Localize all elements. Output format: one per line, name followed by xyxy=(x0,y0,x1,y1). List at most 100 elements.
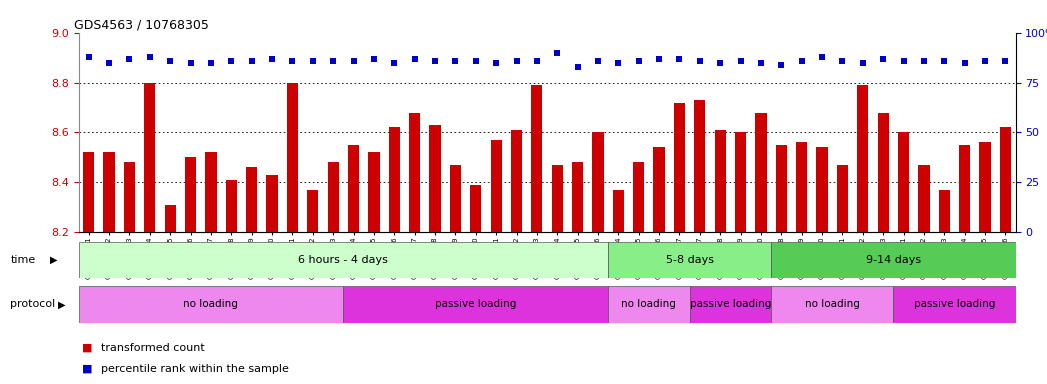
Point xyxy=(305,58,321,64)
Bar xyxy=(694,100,706,232)
Point xyxy=(834,58,851,64)
Text: transformed count: transformed count xyxy=(101,343,204,353)
Text: ■: ■ xyxy=(82,343,92,353)
Bar xyxy=(1000,127,1011,232)
Bar xyxy=(772,286,893,323)
Bar xyxy=(388,127,400,232)
Point xyxy=(467,58,484,64)
Bar xyxy=(124,162,135,232)
Point xyxy=(936,58,953,64)
Point xyxy=(712,60,729,66)
Point xyxy=(753,60,770,66)
Point xyxy=(223,58,240,64)
Bar xyxy=(79,242,608,278)
Bar xyxy=(817,147,828,232)
Point xyxy=(671,56,688,62)
Bar xyxy=(328,162,339,232)
Point xyxy=(121,56,138,62)
Bar xyxy=(857,85,868,232)
Bar xyxy=(715,130,726,232)
Text: passive loading: passive loading xyxy=(690,299,771,310)
Bar xyxy=(266,175,277,232)
Text: 6 hours - 4 days: 6 hours - 4 days xyxy=(298,255,388,265)
Bar xyxy=(287,83,298,232)
Bar xyxy=(79,286,343,323)
Bar xyxy=(893,286,1016,323)
Bar xyxy=(470,185,482,232)
Text: 5-8 days: 5-8 days xyxy=(666,255,714,265)
Bar xyxy=(104,152,115,232)
Bar xyxy=(837,165,848,232)
Point xyxy=(814,53,830,60)
Point xyxy=(997,58,1013,64)
Bar xyxy=(369,152,379,232)
Point xyxy=(386,60,403,66)
Bar xyxy=(612,190,624,232)
Bar xyxy=(307,190,318,232)
Text: percentile rank within the sample: percentile rank within the sample xyxy=(101,364,288,374)
Bar xyxy=(144,83,155,232)
Point xyxy=(651,56,668,62)
Text: ▶: ▶ xyxy=(58,299,65,310)
Bar xyxy=(491,140,502,232)
Point xyxy=(81,53,97,60)
Text: ■: ■ xyxy=(82,364,92,374)
Point xyxy=(549,50,565,56)
Text: no loading: no loading xyxy=(183,299,239,310)
Point xyxy=(589,58,606,64)
Text: passive loading: passive loading xyxy=(914,299,995,310)
Point xyxy=(202,60,219,66)
Bar xyxy=(959,145,971,232)
Text: passive loading: passive loading xyxy=(436,299,516,310)
Bar xyxy=(776,145,787,232)
Bar xyxy=(185,157,196,232)
Point xyxy=(447,58,464,64)
Bar xyxy=(898,132,909,232)
Bar xyxy=(531,85,542,232)
Text: no loading: no loading xyxy=(805,299,860,310)
Point xyxy=(264,56,281,62)
Point xyxy=(488,60,505,66)
Point xyxy=(162,58,179,64)
Bar xyxy=(939,190,950,232)
Point xyxy=(365,56,382,62)
Bar xyxy=(608,286,690,323)
Bar xyxy=(772,242,1016,278)
Bar xyxy=(755,113,766,232)
Point xyxy=(773,61,789,68)
Bar xyxy=(450,165,461,232)
Text: no loading: no loading xyxy=(622,299,676,310)
Point xyxy=(977,58,994,64)
Point xyxy=(854,60,871,66)
Text: 9-14 days: 9-14 days xyxy=(866,255,921,265)
Bar xyxy=(429,125,441,232)
Point xyxy=(508,58,525,64)
Point xyxy=(529,58,545,64)
Bar xyxy=(205,152,217,232)
Bar xyxy=(572,162,583,232)
Point xyxy=(732,58,749,64)
Bar xyxy=(226,180,237,232)
Point xyxy=(101,60,117,66)
Bar xyxy=(633,162,644,232)
Bar xyxy=(735,132,747,232)
Bar xyxy=(877,113,889,232)
Bar xyxy=(690,286,772,323)
Bar xyxy=(164,205,176,232)
Bar xyxy=(674,103,685,232)
Bar xyxy=(246,167,258,232)
Point xyxy=(182,60,199,66)
Text: ▶: ▶ xyxy=(50,255,58,265)
Point xyxy=(570,63,586,70)
Point xyxy=(284,58,300,64)
Point xyxy=(630,58,647,64)
Point xyxy=(956,60,973,66)
Point xyxy=(610,60,627,66)
Text: GDS4563 / 10768305: GDS4563 / 10768305 xyxy=(74,18,208,31)
Point xyxy=(325,58,341,64)
Point xyxy=(426,58,443,64)
Bar xyxy=(979,142,990,232)
Point xyxy=(915,58,932,64)
Bar xyxy=(343,286,608,323)
Point xyxy=(875,56,892,62)
